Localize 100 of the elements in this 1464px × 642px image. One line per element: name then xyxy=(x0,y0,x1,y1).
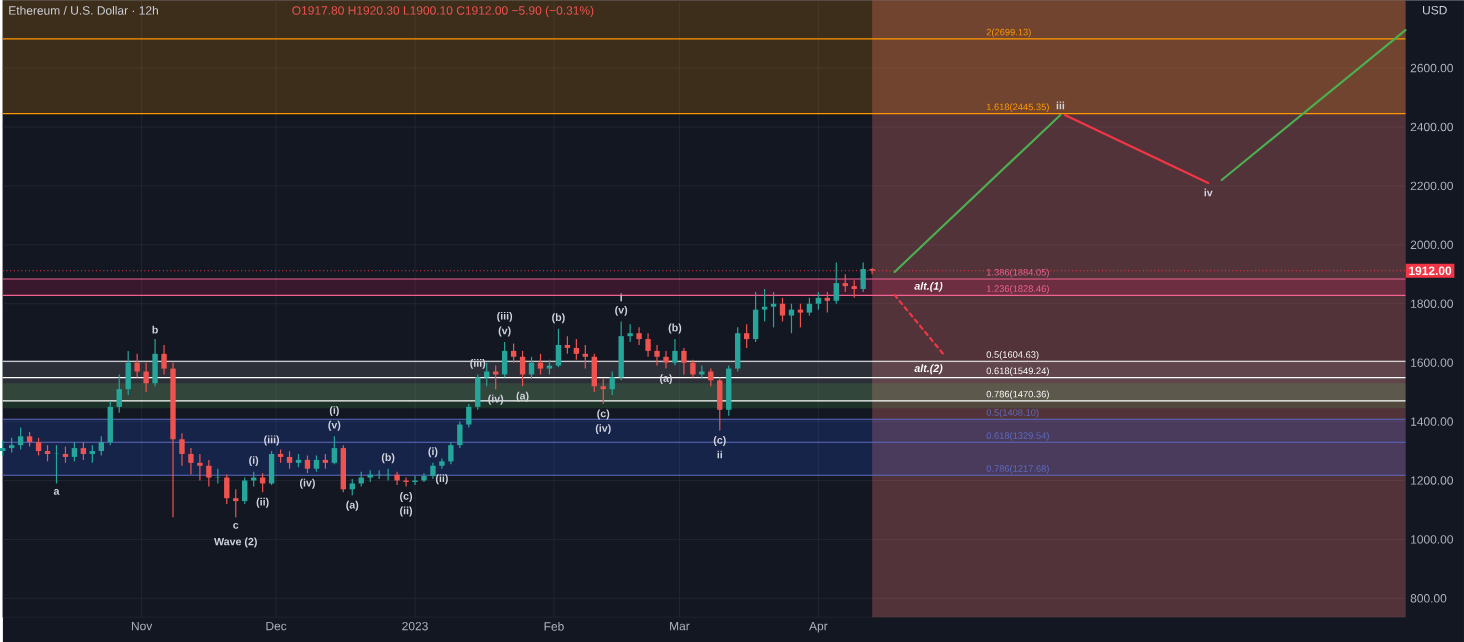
annotation: (i) xyxy=(249,456,259,467)
ref-line-label: 1.386(1884.05) xyxy=(986,268,1049,278)
candlestick xyxy=(654,344,660,367)
chart-subtitle: O1917.80 H1920.30 L1900.10 C1912.00 −5.90 (−0.31%) xyxy=(292,5,594,18)
y-tick-label: 1000.00 xyxy=(1411,535,1453,544)
y-axis-title: USD xyxy=(1423,5,1447,15)
candlestick xyxy=(743,323,750,349)
candlestick xyxy=(161,344,167,375)
annotation: (v) xyxy=(498,326,511,337)
ref-line-label: 0.5(1408.10) xyxy=(986,408,1039,418)
candlestick xyxy=(206,459,212,487)
ref-line-label: 1912.00 xyxy=(1409,266,1452,275)
candlestick xyxy=(134,353,140,378)
ref-line-label: 1.618(2445.35) xyxy=(986,103,1049,112)
annotation: b xyxy=(152,325,158,334)
candlestick xyxy=(627,323,633,343)
candlestick xyxy=(824,291,831,314)
candlestick xyxy=(663,350,669,370)
candlestick xyxy=(412,475,418,486)
candlestick xyxy=(797,303,804,328)
annotation: (ii) xyxy=(400,506,413,517)
candlestick xyxy=(143,362,149,393)
annotation: (i) xyxy=(428,447,438,458)
y-tick-label: 1200.00 xyxy=(1411,476,1453,485)
candlestick xyxy=(681,347,687,375)
annotation: iii xyxy=(1056,101,1065,110)
x-tick-label: 2023 xyxy=(402,621,428,631)
candlestick xyxy=(179,432,185,467)
candlestick xyxy=(672,338,678,367)
candlestick xyxy=(501,341,508,378)
candlestick xyxy=(636,326,642,346)
candlestick xyxy=(770,291,777,328)
y-tick-label: 2600.00 xyxy=(1410,63,1453,73)
candlestick xyxy=(645,332,651,358)
candlestick xyxy=(788,303,795,334)
y-tick-label: 2000.00 xyxy=(1410,240,1453,250)
candlestick xyxy=(448,441,454,465)
candlestick xyxy=(188,447,194,476)
annotation: i xyxy=(620,293,622,302)
ref-line-label: 0.5(1604.63) xyxy=(986,350,1039,360)
candlestick xyxy=(833,261,839,305)
annotation: (b) xyxy=(668,323,682,334)
x-tick-label: Dec xyxy=(266,621,287,631)
candlestick xyxy=(224,473,230,505)
ref-line-label: 0.618(1549.24) xyxy=(986,367,1049,376)
ref-line-label: 0.786(1470.36) xyxy=(986,390,1049,400)
candlestick xyxy=(331,435,338,465)
annotation: (a) xyxy=(346,500,359,511)
annotation: (a) xyxy=(516,391,529,402)
candlestick xyxy=(197,453,203,482)
band-label: alt.(2) xyxy=(914,364,943,375)
ref-line-label: 0.618(1329.54) xyxy=(986,432,1049,441)
ref-line-label: 0.786(1217.68) xyxy=(986,464,1049,474)
ref-line-label: 2(2699.13) xyxy=(986,28,1031,38)
candlestick xyxy=(609,370,615,396)
annotation: (b) xyxy=(381,453,395,464)
x-tick-label: Nov xyxy=(131,621,153,631)
candlestick xyxy=(421,472,427,483)
candlestick xyxy=(457,420,463,449)
ref-line-label: 1.236(1828.46) xyxy=(986,285,1049,294)
candlestick xyxy=(510,342,517,364)
candlestick xyxy=(116,373,122,414)
y-tick-label: 1800.00 xyxy=(1411,299,1453,308)
annotation: (iii) xyxy=(497,311,513,322)
candlestick xyxy=(233,488,239,518)
candlestick xyxy=(242,476,248,505)
candlestick xyxy=(779,297,786,322)
candlestick xyxy=(869,267,875,275)
candlestick xyxy=(860,261,866,293)
candlestick xyxy=(466,403,472,429)
candlestick xyxy=(582,344,589,370)
annotation: (iii) xyxy=(264,435,280,446)
y-tick-label: 2400.00 xyxy=(1410,122,1453,132)
band-label: alt.(1) xyxy=(914,281,943,292)
annotation: Wave (2) xyxy=(214,537,257,548)
y-tick-label: 1600.00 xyxy=(1411,358,1453,367)
y-tick-label: 800.00 xyxy=(1410,594,1447,603)
x-tick-label: Feb xyxy=(544,621,564,631)
annotation: (c) xyxy=(400,491,413,502)
x-tick-label: Apr xyxy=(809,621,828,633)
candlestick xyxy=(17,426,24,451)
candlestick xyxy=(761,288,768,322)
candlestick xyxy=(439,457,445,470)
candlestick xyxy=(600,378,606,405)
annotation: (ii) xyxy=(256,497,269,508)
x-tick-label: Mar xyxy=(670,621,690,631)
annotation: iv xyxy=(1204,188,1213,197)
candlestick xyxy=(555,328,562,368)
candlestick xyxy=(98,435,104,456)
annotation: a xyxy=(53,488,60,495)
annotation: (iv) xyxy=(595,424,611,434)
chart-title: Ethereum / U.S. Dollar · 12h xyxy=(9,5,158,15)
annotation: (c) xyxy=(713,435,726,446)
y-tick-label: 2200.00 xyxy=(1410,181,1453,191)
annotation: (ii) xyxy=(435,474,448,485)
annotation: (c) xyxy=(597,409,610,420)
candlestick xyxy=(385,468,391,482)
annotation: (iv) xyxy=(300,478,315,489)
annotation: (i) xyxy=(329,406,339,417)
candlestick xyxy=(537,353,544,375)
